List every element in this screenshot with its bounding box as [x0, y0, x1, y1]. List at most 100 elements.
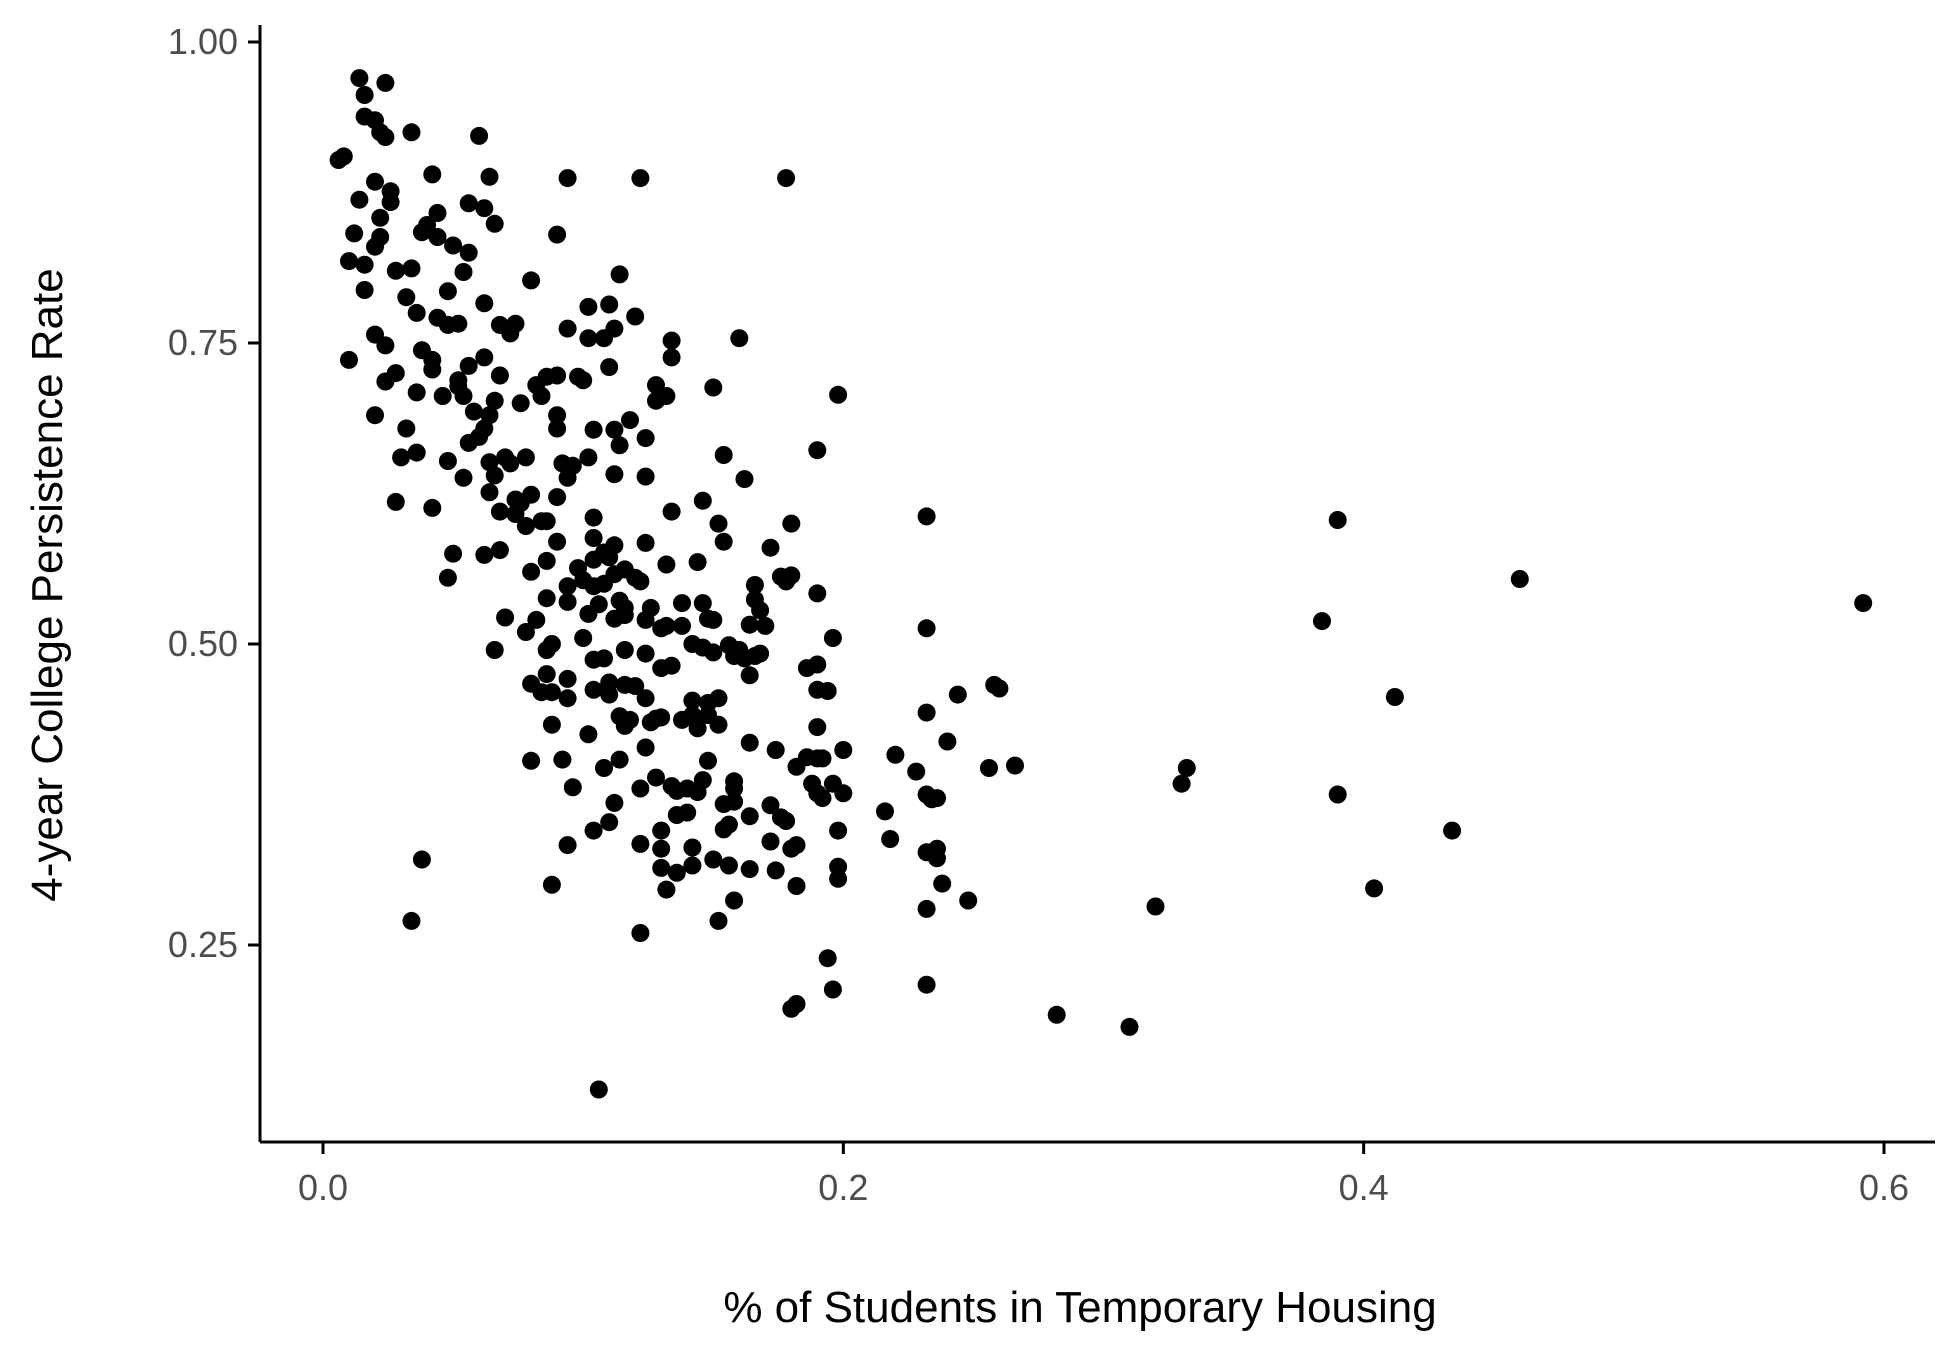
data-point — [584, 550, 603, 569]
data-point — [334, 147, 353, 166]
data-point — [600, 813, 619, 832]
data-point — [709, 514, 728, 533]
data-point — [818, 949, 837, 968]
data-point — [740, 860, 759, 879]
data-point — [662, 331, 681, 350]
data-point — [595, 329, 613, 348]
data-point — [751, 601, 770, 620]
data-point — [719, 815, 738, 834]
data-point — [636, 644, 655, 663]
data-point — [444, 544, 463, 563]
data-point — [475, 294, 494, 313]
y-tick-label: 0.75 — [168, 322, 238, 363]
data-point — [777, 572, 796, 591]
data-point — [475, 348, 494, 367]
data-point — [829, 385, 848, 404]
data-point — [740, 733, 759, 752]
data-point — [928, 839, 946, 858]
data-point — [412, 223, 431, 242]
data-point — [813, 749, 832, 768]
data-point — [761, 538, 780, 557]
data-point — [558, 169, 577, 188]
data-point — [725, 772, 744, 791]
data-point — [605, 793, 624, 812]
data-point — [589, 1080, 608, 1099]
data-point — [990, 679, 1009, 698]
x-tick-label: 0.6 — [1859, 1167, 1909, 1208]
data-point — [412, 850, 431, 869]
data-point — [652, 821, 671, 840]
data-point — [548, 225, 567, 244]
data-point — [537, 641, 556, 659]
data-point — [631, 834, 650, 853]
x-tick-label: 0.2 — [818, 1167, 868, 1208]
y-tick-label: 1.00 — [168, 21, 238, 62]
data-point — [714, 532, 733, 551]
data-point — [636, 533, 655, 552]
data-point — [933, 874, 952, 893]
data-point — [386, 492, 405, 511]
data-point — [782, 514, 801, 533]
data-point — [610, 265, 629, 284]
data-point — [610, 436, 629, 455]
data-point — [631, 572, 650, 591]
data-point — [506, 505, 525, 523]
data-point — [652, 839, 671, 858]
data-point — [542, 683, 561, 702]
data-point — [657, 387, 676, 405]
data-point — [808, 584, 827, 603]
data-point — [834, 784, 853, 803]
data-point — [579, 297, 598, 316]
data-point — [355, 281, 374, 299]
data-point — [548, 532, 567, 551]
data-point — [542, 875, 561, 894]
data-point — [438, 568, 457, 587]
data-point — [683, 691, 702, 710]
data-point — [516, 448, 535, 467]
data-point — [449, 314, 468, 333]
data-point — [808, 655, 827, 674]
y-tick-label: 0.25 — [168, 924, 238, 965]
data-point — [407, 383, 426, 402]
data-point — [402, 259, 421, 278]
data-point — [876, 802, 894, 821]
data-point — [1365, 879, 1384, 898]
data-point — [423, 498, 442, 517]
data-point — [558, 689, 577, 708]
data-point — [761, 832, 780, 851]
data-point — [704, 378, 723, 397]
data-point — [631, 779, 650, 798]
data-point — [615, 641, 634, 659]
data-point — [464, 402, 483, 421]
data-point — [693, 491, 712, 510]
data-point — [454, 387, 473, 405]
data-point — [917, 507, 936, 526]
data-point — [423, 360, 442, 379]
data-point — [1146, 897, 1165, 916]
data-point — [558, 577, 577, 596]
data-point — [366, 172, 384, 191]
data-point — [595, 649, 613, 668]
data-point — [548, 488, 567, 507]
data-point — [475, 199, 494, 218]
data-point — [704, 643, 723, 662]
data-point — [699, 751, 717, 770]
data-point — [485, 391, 504, 410]
y-axis-ticks: 0.25 0.50 0.75 1.00 — [168, 21, 260, 965]
data-point — [501, 324, 520, 343]
data-point — [475, 545, 494, 564]
data-point — [600, 685, 619, 704]
data-point — [667, 863, 686, 882]
data-point — [558, 468, 577, 487]
data-point — [673, 594, 691, 613]
data-point — [402, 911, 421, 930]
data-point — [1510, 570, 1529, 588]
data-point — [1177, 759, 1196, 777]
data-point — [516, 517, 535, 535]
data-point — [766, 741, 785, 759]
data-point — [917, 703, 936, 722]
data-point — [579, 725, 598, 744]
data-point — [823, 980, 842, 999]
data-point — [1313, 612, 1331, 631]
data-point — [829, 869, 848, 888]
